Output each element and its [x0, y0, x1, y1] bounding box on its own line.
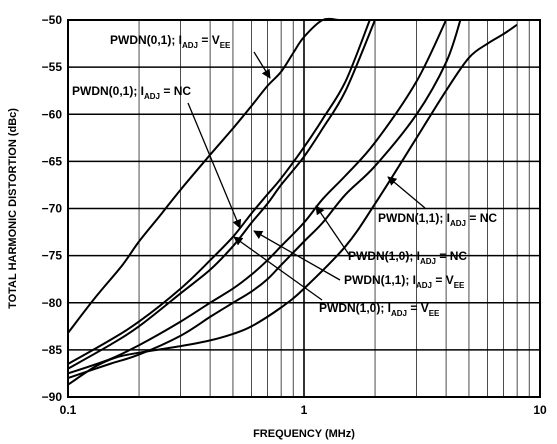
annotation-label-5: PWDN(1,1); IADJ = NC: [378, 211, 497, 228]
y-tick-label: −85: [42, 343, 63, 357]
annotation-label-3: PWDN(1,1); IADJ = VEE: [344, 273, 465, 290]
y-tick-label: −50: [42, 13, 63, 27]
annotation-arrow-1: [253, 51, 271, 79]
annotation-label-6: PWDN(1,0); IADJ = VEE: [319, 301, 440, 318]
y-tick-label: −70: [42, 202, 63, 216]
annotation-arrow-4: [315, 205, 351, 257]
annotation-arrow-6: [233, 236, 323, 301]
y-tick-label: −65: [42, 154, 63, 168]
y-tick-label: −75: [42, 249, 63, 263]
x-tick-label: 10: [533, 403, 547, 417]
annotation-arrow-2: [187, 102, 242, 229]
series-line-6: [67, 23, 518, 386]
annotation-label-1: PWDN(0,1); IADJ = VEE: [110, 33, 231, 50]
series-line-4: [67, 19, 448, 375]
series-group: [67, 17, 518, 386]
x-tick-labels: 0.1 1 10: [60, 403, 547, 417]
annotation-label-4: PWDN(1,0); IADJ = NC: [348, 249, 467, 266]
y-tick-labels: −50 −55 −60 −65 −70 −75 −80 −85 −90: [42, 13, 63, 404]
series-line-3: [67, 19, 376, 370]
y-axis-title: TOTAL HARMONIC DISTORTION (dBc): [7, 108, 19, 309]
series-annotations: PWDN(0,1); IADJ = VEE PWDN(0,1); IADJ = N…: [72, 33, 497, 318]
y-tick-label: −55: [42, 60, 63, 74]
x-tick-label: 1: [301, 403, 308, 417]
x-axis-title: FREQUENCY (MHz): [253, 428, 355, 440]
series-line-2: [67, 19, 371, 365]
annotation-arrow-3: [253, 230, 341, 281]
series-line-1: [67, 17, 339, 334]
series-line-5: [67, 19, 462, 380]
y-tick-label: −80: [42, 296, 63, 310]
annotation-arrow-5: [387, 176, 426, 209]
annotation-label-2: PWDN(0,1); IADJ = NC: [72, 84, 191, 101]
y-tick-label: −90: [42, 390, 63, 404]
plot-frame: [67, 19, 541, 398]
x-tick-label: 0.1: [60, 403, 77, 417]
y-tick-label: −60: [42, 107, 63, 121]
